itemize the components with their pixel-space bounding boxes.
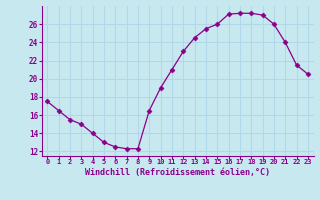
X-axis label: Windchill (Refroidissement éolien,°C): Windchill (Refroidissement éolien,°C)	[85, 168, 270, 177]
